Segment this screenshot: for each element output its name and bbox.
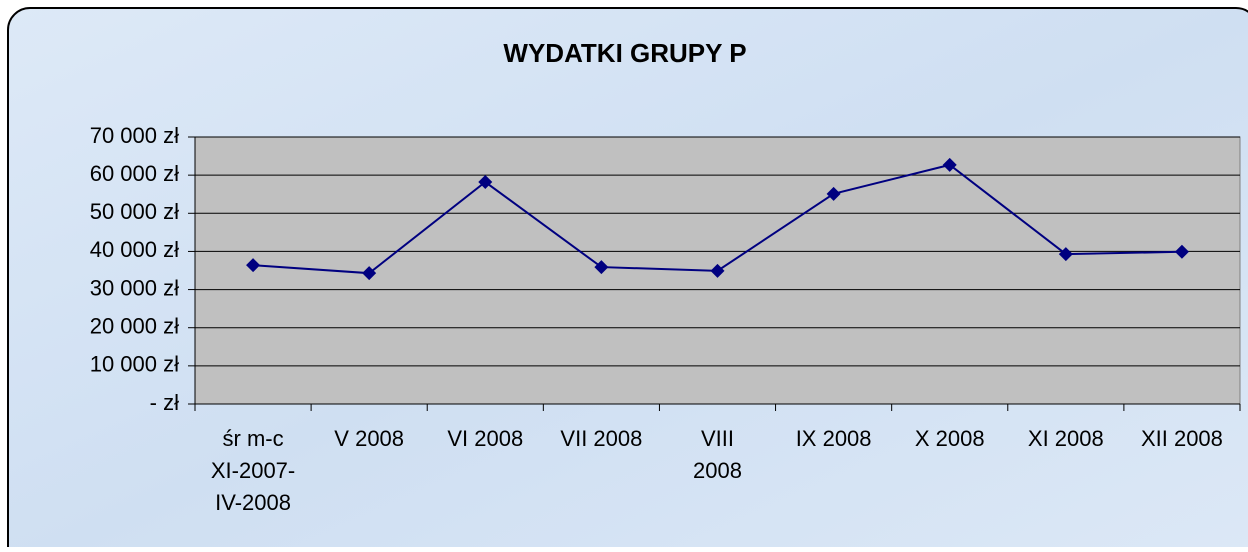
x-tick-label: VIII 2008 xyxy=(693,426,742,483)
data-point xyxy=(362,266,377,281)
x-tick-label: XII 2008 xyxy=(1141,426,1223,451)
x-tick-label: śr m-c XI-2007-IV-2008 xyxy=(211,426,295,515)
y-tick-label: 10 000 zł xyxy=(90,352,179,377)
chart-title: WYDATKI GRUPY P xyxy=(503,38,746,68)
x-tick-label: X 2008 xyxy=(915,426,985,451)
data-point xyxy=(942,157,957,172)
data-point xyxy=(1058,247,1073,262)
y-tick-label: 30 000 zł xyxy=(90,275,179,300)
x-tick-label: V 2008 xyxy=(334,426,404,451)
data-point xyxy=(478,175,493,190)
x-tick-label: VI 2008 xyxy=(447,426,523,451)
y-tick-label: 40 000 zł xyxy=(90,237,179,262)
data-point xyxy=(594,260,609,275)
y-tick-label: 50 000 zł xyxy=(90,199,179,224)
x-tick-label: IX 2008 xyxy=(796,426,872,451)
data-point xyxy=(826,186,841,201)
y-tick-label: 60 000 zł xyxy=(90,161,179,186)
y-tick-label: 20 000 zł xyxy=(90,314,179,339)
y-tick-label: 70 000 zł xyxy=(90,123,179,148)
data-point xyxy=(710,263,725,278)
x-tick-label: VII 2008 xyxy=(560,426,642,451)
data-point xyxy=(246,258,261,273)
data-point xyxy=(1174,244,1189,259)
x-tick-label: XI 2008 xyxy=(1028,426,1104,451)
y-tick-label: - zł xyxy=(150,390,179,415)
